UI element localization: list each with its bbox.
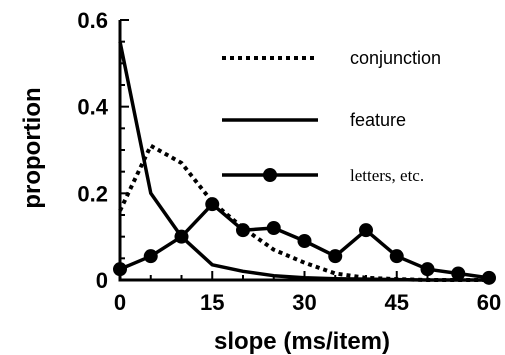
- y-tick-label: 0.6: [77, 8, 108, 33]
- data-point: [236, 223, 250, 238]
- axes: 0 15 30 45 60 0 0.2 0.4 0.6: [77, 8, 501, 315]
- series-layer: [113, 41, 496, 285]
- x-axis-label: slope (ms/item): [214, 328, 390, 355]
- legend: conjunction feature letters, etc.: [222, 48, 441, 185]
- series-line-conjunction: [118, 143, 489, 282]
- data-point: [482, 270, 496, 285]
- data-point: [328, 249, 343, 264]
- legend-label: feature: [350, 110, 406, 130]
- data-point: [359, 223, 373, 238]
- y-axis-label: proportion: [19, 87, 46, 208]
- data-point: [266, 221, 281, 235]
- data-point: [113, 262, 127, 277]
- data-point: [451, 266, 466, 281]
- data-point: [205, 197, 220, 212]
- y-tick-label: 0.2: [77, 181, 108, 206]
- y-tick-label: 0: [96, 268, 108, 293]
- legend-label: letters, etc.: [350, 166, 424, 185]
- x-tick-label: 30: [292, 290, 316, 315]
- x-tick-label: 60: [477, 290, 501, 315]
- legend-marker: [263, 168, 277, 182]
- data-point: [389, 249, 404, 264]
- x-tick-label: 0: [114, 290, 126, 315]
- data-point: [297, 234, 312, 248]
- legend-label: conjunction: [350, 48, 441, 68]
- data-point: [174, 229, 189, 244]
- data-point: [420, 262, 435, 277]
- data-point: [143, 249, 158, 264]
- x-tick-label: 45: [385, 290, 409, 315]
- x-tick-label: 15: [200, 290, 224, 315]
- y-tick-label: 0.4: [77, 95, 108, 120]
